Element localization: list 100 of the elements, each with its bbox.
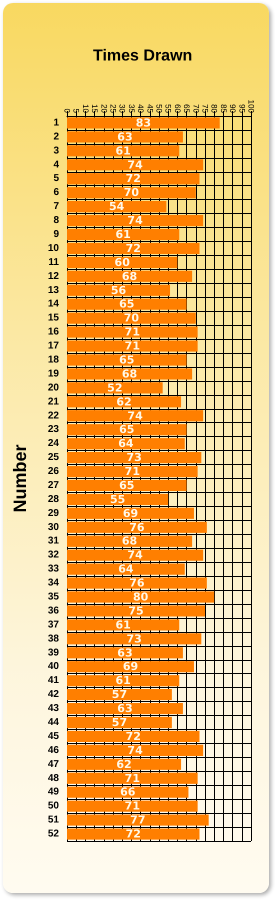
data-label: 57 <box>112 716 128 729</box>
y-tick-label: 19 <box>48 368 60 380</box>
data-label: 63 <box>117 130 133 144</box>
data-label: 64 <box>118 562 134 576</box>
y-tick-label: 17 <box>48 340 60 352</box>
y-tick-label: 28 <box>48 494 60 505</box>
y-tick-label: 30 <box>48 522 60 533</box>
data-label: 74 <box>127 409 144 422</box>
y-tick-label: 14 <box>48 298 60 310</box>
data-label: 72 <box>126 828 141 841</box>
data-label: 55 <box>110 492 126 506</box>
y-tick-label: 49 <box>48 786 60 798</box>
data-label: 62 <box>116 395 132 408</box>
data-label: 76 <box>129 576 145 590</box>
data-label: 61 <box>115 228 131 242</box>
x-tick-label: 60 <box>172 104 182 114</box>
data-label: 73 <box>126 451 142 464</box>
data-label: 56 <box>110 284 127 297</box>
x-tick-label: 40 <box>136 104 146 114</box>
y-tick-label: 18 <box>48 354 60 366</box>
data-label: 71 <box>124 800 140 813</box>
y-tick-label: 8 <box>53 215 60 226</box>
data-label: 61 <box>115 144 131 158</box>
x-tick-label: 35 <box>126 104 136 114</box>
data-label: 64 <box>118 437 134 450</box>
data-label: 63 <box>117 646 133 660</box>
data-label: 61 <box>115 674 131 688</box>
data-label: 60 <box>114 256 130 269</box>
x-tick-label: 30 <box>118 104 127 114</box>
data-label: 65 <box>119 298 134 311</box>
data-label: 65 <box>119 353 134 366</box>
x-tick-label: 70 <box>191 104 200 114</box>
data-label: 74 <box>127 548 144 562</box>
data-label: 83 <box>136 116 152 130</box>
y-tick-label: 50 <box>48 800 60 812</box>
y-tick-label: 6 <box>53 187 60 198</box>
y-tick-label: 43 <box>48 703 60 714</box>
data-label: 77 <box>130 814 146 827</box>
y-tick-label: 48 <box>48 772 60 784</box>
y-tick-label: 25 <box>48 452 60 464</box>
y-tick-label: 20 <box>48 382 60 394</box>
chart-title: Times Drawn <box>93 48 192 64</box>
y-tick-label: 51 <box>48 814 60 826</box>
y-tick-label: 15 <box>48 312 60 324</box>
y-tick-label: 12 <box>48 270 60 282</box>
data-label: 74 <box>127 214 144 228</box>
y-tick-label: 7 <box>53 201 60 212</box>
y-tick-label: 47 <box>48 758 60 770</box>
data-label: 65 <box>119 478 134 492</box>
y-tick-label: 5 <box>53 173 60 184</box>
data-label: 76 <box>129 520 145 534</box>
y-tick-label: 39 <box>48 647 60 658</box>
x-tick-label: 65 <box>182 104 192 114</box>
y-tick-label: 29 <box>48 508 60 519</box>
y-tick-label: 3 <box>53 145 60 156</box>
data-label: 57 <box>112 688 128 702</box>
data-label: 71 <box>124 465 140 478</box>
y-tick-label: 38 <box>48 633 60 644</box>
x-tick-label: 10 <box>80 104 90 114</box>
y-tick-label: 34 <box>48 578 60 589</box>
y-tick-label: 26 <box>48 466 60 478</box>
data-label: 68 <box>122 534 138 548</box>
x-tick-label: 15 <box>90 104 100 114</box>
y-tick-label: 24 <box>48 438 60 450</box>
x-tick-label: 85 <box>218 104 228 114</box>
data-label: 65 <box>119 423 134 436</box>
data-label: 71 <box>124 326 140 339</box>
data-label: 68 <box>122 367 138 380</box>
y-tick-label: 35 <box>48 592 60 603</box>
x-tick-label: 90 <box>228 104 238 114</box>
y-tick-label: 45 <box>48 730 60 742</box>
y-tick-label: 32 <box>48 550 60 561</box>
data-label: 70 <box>124 312 140 325</box>
y-tick-label: 4 <box>53 159 60 170</box>
x-tick-label: 100 <box>246 100 256 114</box>
y-tick-label: 11 <box>48 256 60 268</box>
data-label: 74 <box>127 158 144 172</box>
y-tick-label: 27 <box>48 480 60 491</box>
data-label: 71 <box>124 772 140 785</box>
y-tick-label: 10 <box>48 242 60 254</box>
y-tick-label: 44 <box>48 716 60 728</box>
data-label: 72 <box>126 242 141 255</box>
data-label: 80 <box>132 590 149 604</box>
data-label: 73 <box>126 632 142 646</box>
y-tick-label: 40 <box>48 661 60 672</box>
y-tick-label: 22 <box>48 410 60 422</box>
y-tick-label: 41 <box>48 675 60 686</box>
y-tick-label: 52 <box>48 828 60 840</box>
y-tick-label: 21 <box>48 396 60 408</box>
data-label: 68 <box>122 270 138 283</box>
y-tick-label: 31 <box>48 536 60 547</box>
data-label: 72 <box>126 172 141 186</box>
data-label: 69 <box>122 506 138 520</box>
data-label: 61 <box>115 618 131 632</box>
data-label: 63 <box>117 702 133 716</box>
data-label: 72 <box>126 730 141 743</box>
data-label: 75 <box>128 604 144 618</box>
y-tick-label: 13 <box>48 284 60 296</box>
data-label: 71 <box>124 340 140 353</box>
y-tick-label: 36 <box>48 605 60 616</box>
